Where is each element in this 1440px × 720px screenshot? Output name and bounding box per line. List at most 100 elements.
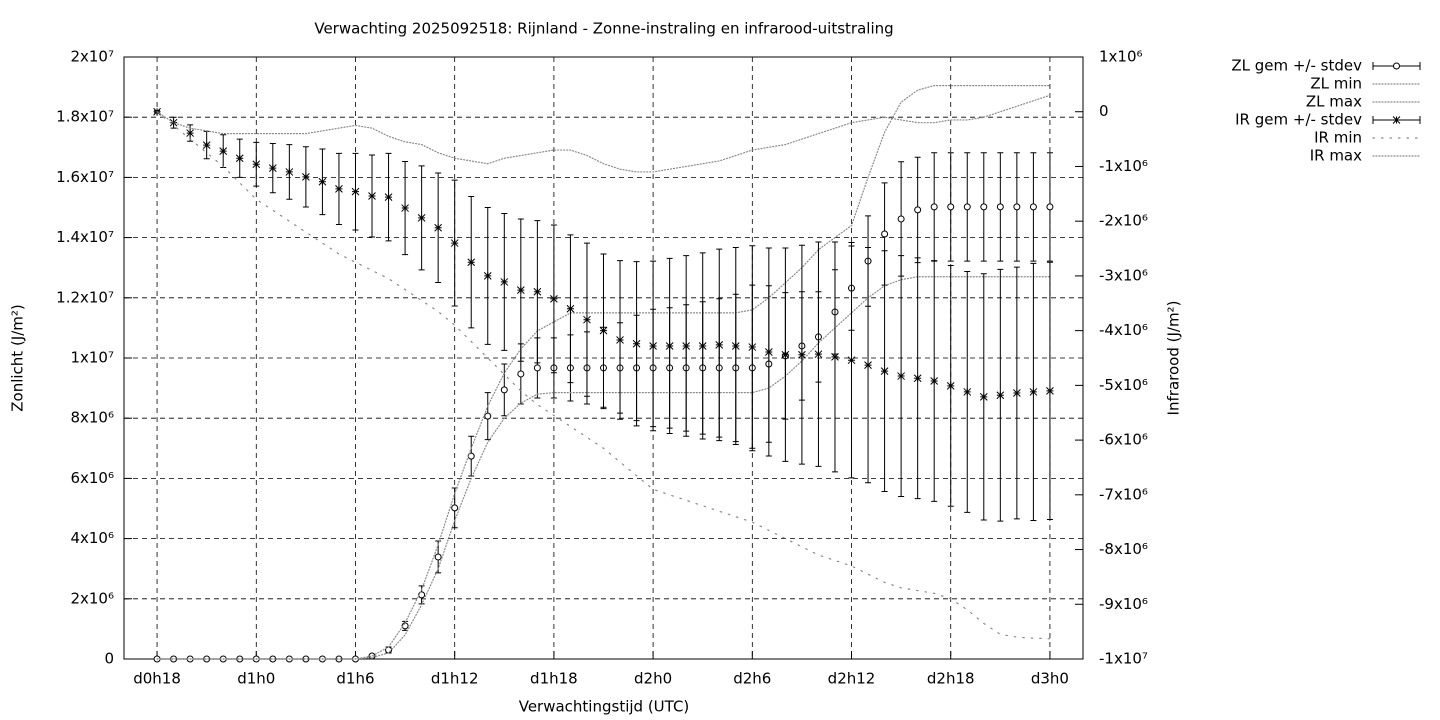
y2-tick-label: -2x10⁶ (1099, 212, 1148, 230)
marker (186, 129, 194, 137)
marker (351, 187, 360, 196)
x-tick-label: d1h0 (237, 670, 275, 688)
x-axis-label: Verwachtingstijd (UTC) (519, 698, 690, 716)
marker (1013, 203, 1021, 211)
marker (302, 172, 310, 181)
marker (219, 147, 228, 155)
x-tick-label: d1h18 (530, 670, 578, 688)
x-tick-label: d0h18 (133, 670, 181, 688)
marker (467, 258, 476, 267)
marker (897, 372, 905, 380)
x-tick-label: d1h6 (336, 670, 374, 688)
legend-label: ZL min (1310, 75, 1362, 93)
marker (847, 356, 856, 365)
marker (268, 164, 277, 172)
y-axis-label: Zonlicht (J/m²) (9, 304, 27, 412)
marker (781, 350, 790, 359)
marker (880, 367, 889, 375)
marker (533, 364, 541, 372)
y-tick-label: 0 (104, 650, 114, 668)
y-tick-label: 1x10⁷ (70, 349, 114, 367)
legend-marker (1393, 62, 1400, 70)
y-tick-label: 1.4x10⁷ (56, 228, 114, 246)
y2-tick-label: -8x10⁶ (1099, 540, 1148, 558)
marker (599, 326, 608, 335)
marker (930, 377, 939, 385)
marker (798, 350, 806, 359)
legend-label: IR gem +/- stdev (1235, 111, 1362, 129)
y2-tick-label: 1x10⁶ (1099, 48, 1143, 66)
marker (533, 287, 542, 296)
x-tick-label: d2h18 (927, 670, 975, 688)
x-tick-label: d1h12 (431, 670, 479, 688)
marker (335, 655, 343, 663)
marker (1046, 386, 1054, 395)
marker (269, 655, 277, 663)
marker (996, 391, 1005, 400)
marker (500, 386, 508, 394)
y-tick-label: 6x10⁶ (70, 469, 114, 487)
marker (731, 342, 740, 350)
marker (649, 342, 657, 350)
x-tick-label: d2h6 (733, 670, 771, 688)
marker (996, 203, 1004, 211)
marker (1029, 203, 1037, 211)
y-tick-label: 1.6x10⁷ (56, 168, 114, 186)
y-tick-label: 2x10⁶ (70, 589, 114, 607)
marker (1046, 203, 1054, 211)
marker (665, 342, 674, 350)
marker (1013, 389, 1021, 397)
y2-tick-label: -6x10⁶ (1099, 431, 1148, 449)
marker (517, 370, 525, 378)
marker (831, 353, 839, 361)
legend-label: ZL max (1306, 93, 1362, 111)
marker (583, 315, 591, 324)
y2-tick-label: -5x10⁶ (1099, 376, 1148, 394)
x-tick-label: d3h0 (1031, 670, 1069, 688)
marker (169, 118, 178, 127)
marker (698, 342, 707, 350)
legend-label: IR max (1310, 147, 1362, 165)
y2-tick-label: -9x10⁶ (1099, 595, 1148, 613)
marker (451, 504, 459, 512)
marker (235, 154, 244, 163)
marker (914, 206, 922, 214)
marker (1029, 388, 1038, 396)
marker (434, 223, 443, 232)
marker (417, 214, 426, 222)
marker (897, 215, 905, 223)
marker (864, 361, 872, 369)
marker (715, 341, 724, 349)
marker (881, 230, 889, 238)
x-tick-label: d2h12 (828, 670, 876, 688)
marker (748, 343, 757, 351)
legend-label: IR min (1314, 129, 1362, 147)
legend-label: ZL gem +/- stdev (1231, 57, 1362, 75)
y2-tick-label: 0 (1099, 102, 1109, 120)
y-tick-label: 1.8x10⁷ (56, 108, 114, 126)
legend-marker (1392, 116, 1401, 124)
marker (302, 655, 310, 663)
marker (764, 348, 773, 356)
y-tick-label: 2x10⁷ (70, 48, 114, 66)
y2-tick-label: -4x10⁶ (1099, 321, 1148, 339)
marker (979, 393, 988, 401)
marker (434, 553, 442, 561)
marker (368, 192, 376, 200)
marker (963, 388, 972, 396)
x-tick-label: d2h0 (634, 670, 672, 688)
marker (236, 655, 244, 663)
y-tick-label: 4x10⁶ (70, 529, 114, 547)
y2-axis-label: Infrarood (J/m²) (1165, 301, 1183, 416)
series-line (156, 111, 1051, 640)
marker (401, 204, 409, 212)
marker (384, 193, 393, 201)
y-tick-label: 8x10⁶ (70, 409, 114, 427)
marker (963, 203, 971, 211)
marker (484, 412, 492, 420)
marker (335, 185, 343, 193)
marker (285, 168, 294, 176)
marker (566, 304, 575, 313)
marker (203, 655, 211, 663)
